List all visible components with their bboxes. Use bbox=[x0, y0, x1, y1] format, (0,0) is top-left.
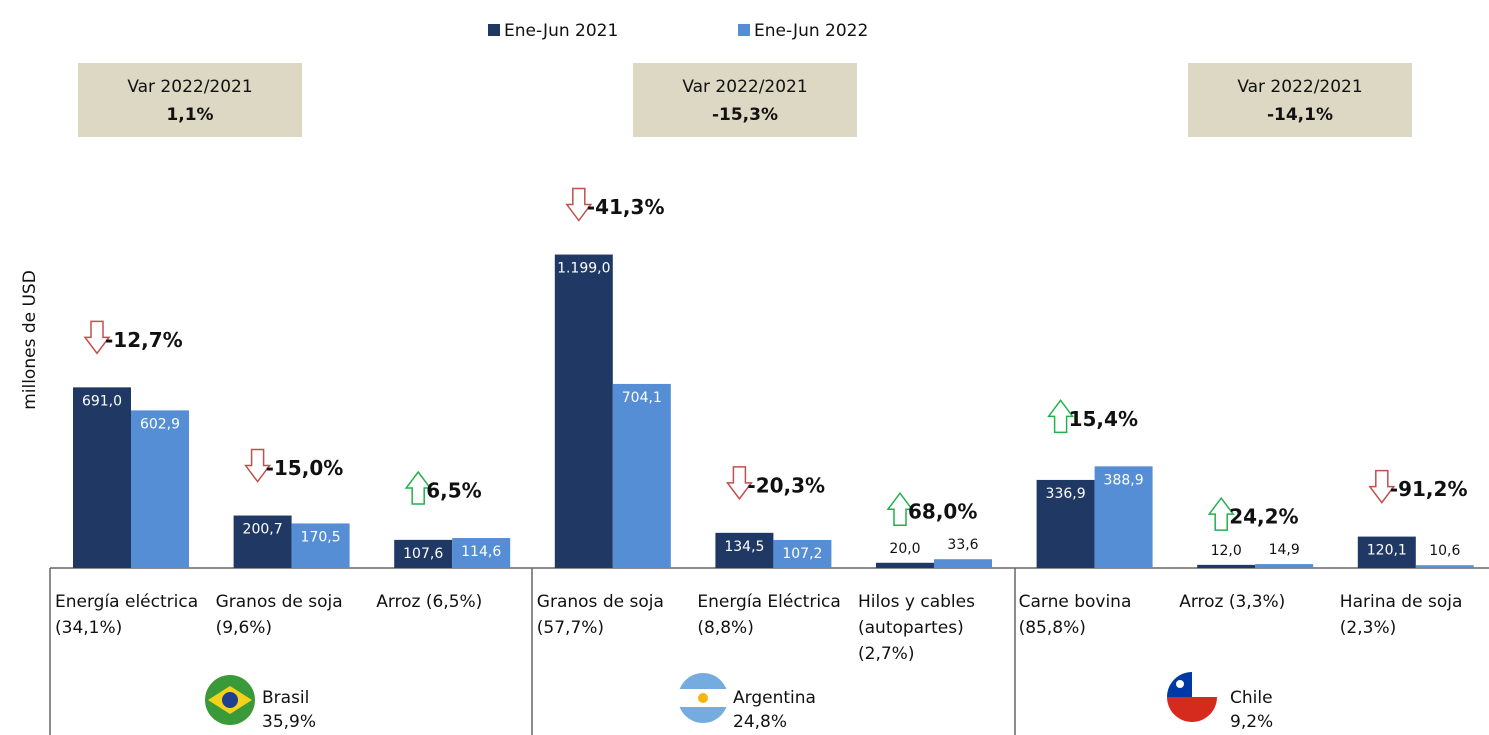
bar bbox=[291, 523, 350, 568]
bar bbox=[1357, 536, 1416, 568]
value-label: 107,2 bbox=[782, 546, 822, 562]
x-tick-label: Harina de soja bbox=[1340, 592, 1463, 612]
x-tick-label: (85,8%) bbox=[1019, 618, 1086, 638]
x-tick-label: (2,7%) bbox=[858, 644, 914, 664]
change-arrow bbox=[83, 320, 111, 355]
bar bbox=[715, 532, 774, 568]
change-label: 6,5% bbox=[426, 479, 481, 503]
legend-label: Ene-Jun 2021 bbox=[504, 21, 618, 41]
var-box bbox=[1188, 63, 1412, 137]
bar bbox=[934, 559, 992, 568]
var-title: Var 2022/2021 bbox=[682, 77, 807, 97]
bar bbox=[773, 539, 832, 568]
value-label: 107,6 bbox=[403, 546, 443, 562]
change-arrow bbox=[886, 491, 914, 526]
change-arrow bbox=[1047, 399, 1075, 434]
x-tick-label: Arroz (3,3%) bbox=[1179, 592, 1285, 612]
change-label: 15,4% bbox=[1069, 407, 1138, 431]
value-label: 114,6 bbox=[461, 544, 501, 560]
change-arrow bbox=[1207, 496, 1235, 531]
legend-label: Ene-Jun 2022 bbox=[754, 21, 868, 41]
var-value: -14,1% bbox=[1267, 105, 1333, 125]
bar bbox=[1197, 564, 1256, 568]
change-label: -91,2% bbox=[1390, 477, 1468, 501]
value-label: 12,0 bbox=[1211, 543, 1242, 559]
value-label: 336,9 bbox=[1046, 486, 1086, 502]
value-label: 10,6 bbox=[1429, 543, 1460, 559]
bar bbox=[131, 410, 189, 568]
change-arrow bbox=[1368, 469, 1396, 504]
legend-swatch bbox=[488, 24, 500, 36]
bar bbox=[452, 538, 511, 568]
group-share: 9,2% bbox=[1230, 712, 1273, 732]
change-label: 24,2% bbox=[1229, 505, 1298, 529]
value-label: 20,0 bbox=[889, 541, 920, 557]
group-name: Brasil bbox=[262, 688, 309, 708]
change-label: 68,0% bbox=[908, 500, 977, 524]
x-tick-label: Hilos y cables bbox=[858, 592, 975, 612]
bar bbox=[554, 254, 613, 568]
x-tick-label: Energía eléctrica bbox=[55, 592, 198, 612]
group-share: 24,8% bbox=[733, 712, 787, 732]
group-share: 35,9% bbox=[262, 712, 316, 732]
flag-argentina bbox=[678, 673, 728, 723]
x-tick-label: (2,3%) bbox=[1340, 618, 1396, 638]
var-title: Var 2022/2021 bbox=[127, 77, 252, 97]
change-arrow bbox=[244, 448, 272, 483]
x-tick-label: (57,7%) bbox=[537, 618, 604, 638]
value-label: 1.199,0 bbox=[557, 261, 610, 277]
value-label: 33,6 bbox=[947, 537, 978, 553]
value-label: 170,5 bbox=[301, 529, 341, 545]
bar bbox=[1415, 565, 1474, 568]
var-title: Var 2022/2021 bbox=[1237, 77, 1362, 97]
y-axis-label: millones de USD bbox=[20, 270, 40, 410]
bar bbox=[1036, 479, 1095, 568]
change-label: -12,7% bbox=[105, 328, 183, 352]
change-arrow bbox=[404, 470, 432, 505]
var-value: -15,3% bbox=[712, 105, 778, 125]
change-arrow bbox=[725, 466, 753, 501]
x-tick-label: (8,8%) bbox=[697, 618, 753, 638]
value-label: 14,9 bbox=[1269, 542, 1300, 558]
x-tick-label: Granos de soja bbox=[537, 592, 664, 612]
bar bbox=[233, 515, 292, 568]
change-label: -41,3% bbox=[587, 195, 665, 219]
flag-chile bbox=[1167, 672, 1217, 722]
value-label: 134,5 bbox=[724, 539, 764, 555]
bar bbox=[1094, 466, 1153, 568]
x-tick-label: Carne bovina bbox=[1019, 592, 1132, 612]
change-label: -20,3% bbox=[747, 473, 825, 497]
var-box bbox=[78, 63, 302, 137]
value-label: 602,9 bbox=[140, 416, 180, 432]
var-box bbox=[633, 63, 857, 137]
bar bbox=[1255, 564, 1314, 568]
change-label: -15,0% bbox=[266, 456, 344, 480]
x-tick-label: Arroz (6,5%) bbox=[376, 592, 482, 612]
x-tick-label: Energía Eléctrica bbox=[697, 592, 840, 612]
bar bbox=[876, 562, 934, 568]
bar bbox=[394, 539, 453, 568]
var-value: 1,1% bbox=[166, 105, 213, 125]
value-label: 200,7 bbox=[243, 522, 283, 538]
flag-brazil bbox=[205, 675, 255, 725]
x-tick-label: Granos de soja bbox=[216, 592, 343, 612]
value-label: 388,9 bbox=[1104, 472, 1144, 488]
value-label: 704,1 bbox=[622, 390, 662, 406]
legend-swatch bbox=[738, 24, 750, 36]
x-tick-label: (9,6%) bbox=[216, 618, 272, 638]
bar bbox=[73, 387, 131, 568]
group-name: Argentina bbox=[733, 688, 816, 708]
group-name: Chile bbox=[1230, 688, 1273, 708]
value-label: 120,1 bbox=[1367, 543, 1407, 559]
x-tick-label: (34,1%) bbox=[55, 618, 122, 638]
bar bbox=[612, 383, 671, 568]
change-arrow bbox=[565, 187, 593, 222]
value-label: 691,0 bbox=[82, 393, 122, 409]
x-tick-label: (autopartes) bbox=[858, 618, 964, 638]
